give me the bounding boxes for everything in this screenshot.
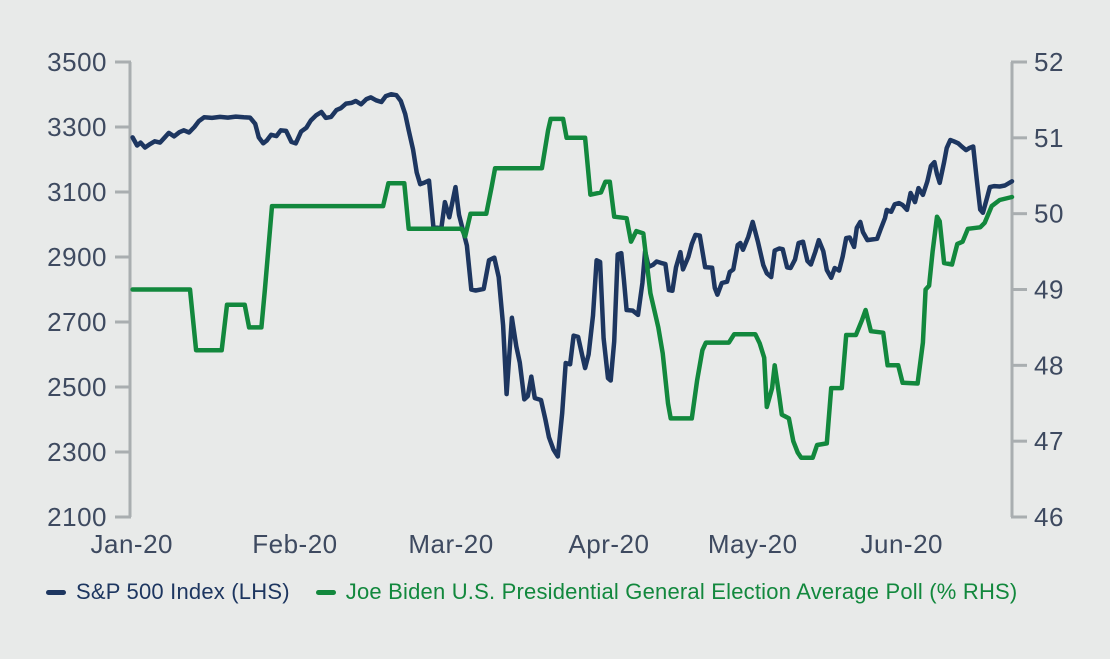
left-axis-tick-label: 2900	[47, 242, 107, 272]
right-axis-tick-label: 51	[1034, 123, 1064, 153]
x-axis-label: May-20	[708, 529, 798, 559]
legend-dash-icon	[315, 589, 336, 595]
legend-label-biden-poll: Joe Biden U.S. Presidential General Elec…	[345, 579, 1018, 604]
left-axis-tick-label: 3500	[47, 47, 107, 77]
right-axis-tick-label: 47	[1034, 426, 1064, 456]
right-axis-tick-label: 46	[1034, 502, 1064, 532]
left-axis-tick-label: 3300	[47, 112, 107, 142]
legend-item-biden-poll: Joe Biden U.S. Presidential General Elec…	[315, 579, 1018, 605]
left-axis-tick-label: 2500	[47, 372, 107, 402]
right-axis-tick-label: 52	[1034, 47, 1064, 77]
left-axis-tick-label: 2700	[47, 307, 107, 337]
biden-poll-line	[130, 116, 1015, 461]
legend: S&P 500 Index (LHS) Joe Biden U.S. Presi…	[46, 579, 1017, 605]
legend-item-sp500: S&P 500 Index (LHS)	[46, 579, 290, 605]
legend-label-sp500: S&P 500 Index (LHS)	[76, 579, 290, 604]
right-axis-tick-label: 50	[1034, 199, 1064, 229]
sp500-line	[130, 91, 1015, 459]
x-axis-label: Jun-20	[861, 529, 944, 559]
left-axis-tick-label: 3100	[47, 177, 107, 207]
left-axis-tick-label: 2300	[47, 437, 107, 467]
legend-dash-icon	[46, 589, 66, 595]
x-axis-label: Jan-20	[91, 529, 174, 559]
right-axis-tick-label: 49	[1034, 275, 1064, 305]
x-axis-label: Feb-20	[252, 529, 337, 559]
left-axis-tick-label: 2100	[47, 502, 107, 532]
x-axis-label: Apr-20	[568, 529, 649, 559]
x-axis-label: Mar-20	[408, 529, 493, 559]
right-axis-tick-label: 48	[1034, 350, 1064, 380]
